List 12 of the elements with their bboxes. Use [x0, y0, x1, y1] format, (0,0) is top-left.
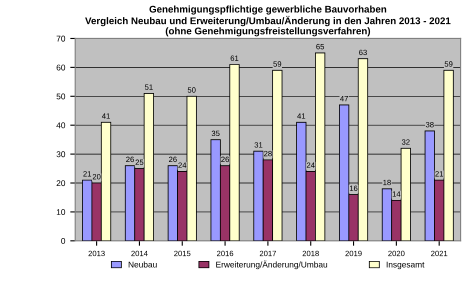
y-tick-label: 40	[56, 122, 66, 128]
y-tick-label: 20	[56, 180, 66, 186]
y-tick-label: 70	[56, 36, 66, 42]
y-tick-label: 0	[61, 238, 66, 244]
legend-label: Neubau	[128, 261, 157, 268]
y-tick-label: 10	[56, 209, 66, 216]
chart-title: Genehmigungspflichtige gewerbliche Bauvorhaben Vergleich Neubau und Erweiterung/Umbau/Änderung in den Jahren 2013 - 2021 (ohne Genehmigungsfreistellungsverfahren)	[85, 5, 451, 36]
y-tick-label: 60	[56, 64, 66, 70]
legend-label: Insgesamt	[386, 262, 424, 270]
legend-label: Erweiterung/Änderung/Umbau	[216, 260, 328, 270]
y-tick-label: 30	[56, 151, 66, 158]
y-tick-label: 50	[56, 93, 66, 100]
